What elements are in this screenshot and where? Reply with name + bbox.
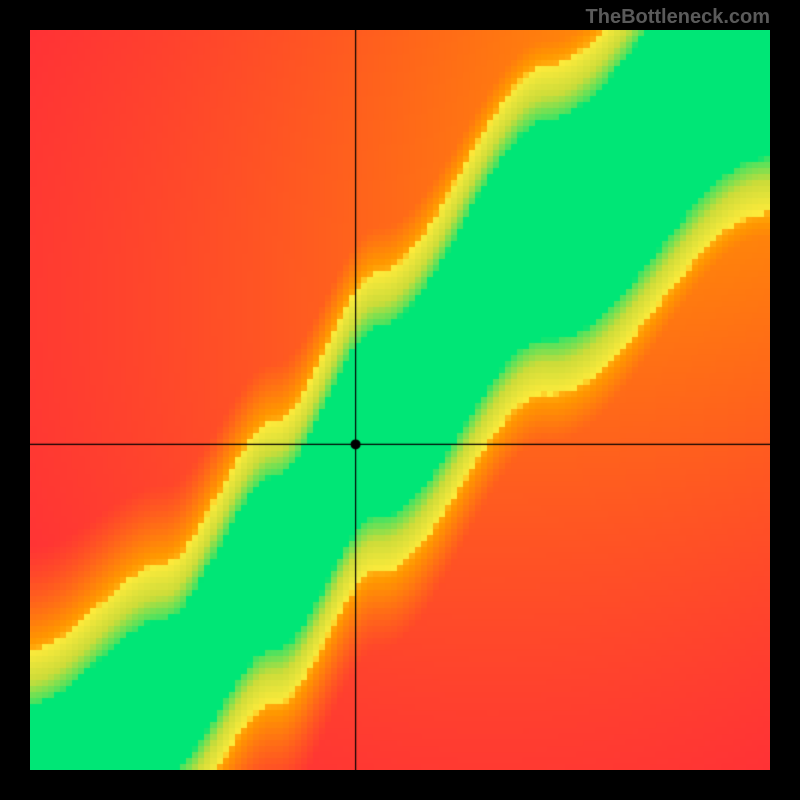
bottleneck-heatmap-canvas — [30, 30, 770, 770]
attribution-text: TheBottleneck.com — [586, 6, 770, 29]
heatmap-plot-area — [30, 30, 770, 770]
